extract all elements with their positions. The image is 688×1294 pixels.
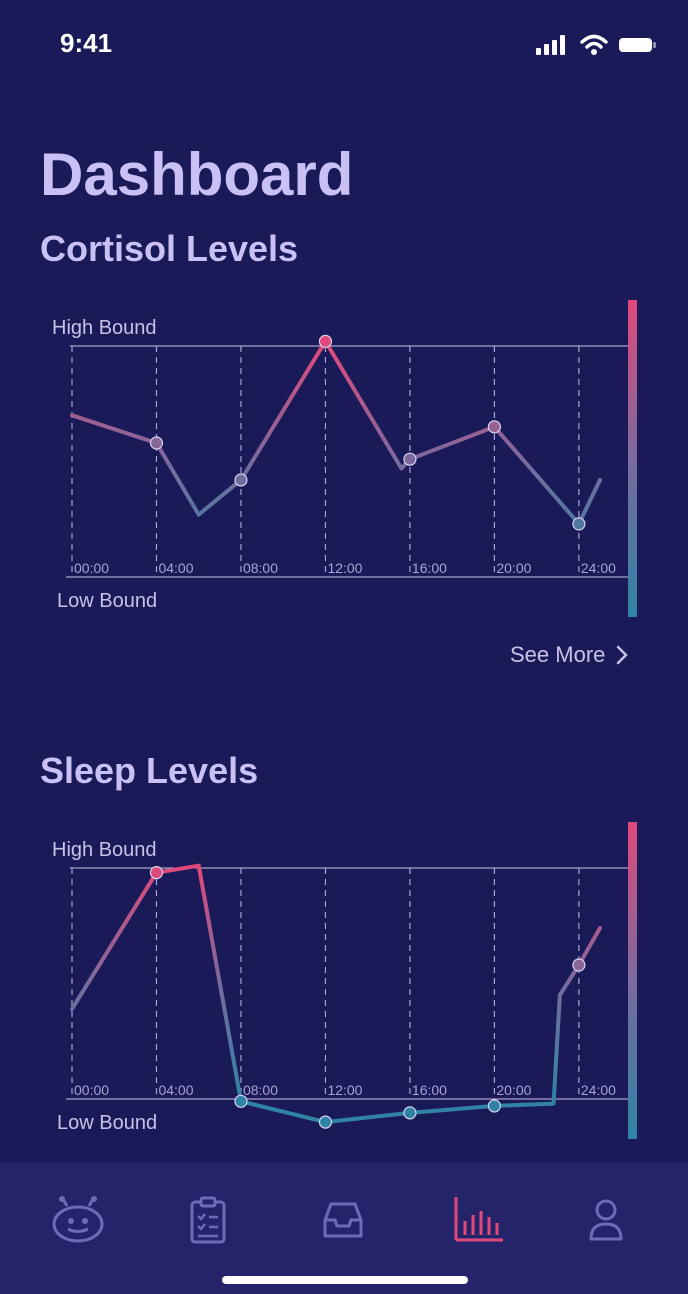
sleep-high-bound-label: High Bound — [52, 839, 157, 861]
cellular-signal-icon — [536, 35, 565, 55]
cortisol-data-point — [487, 420, 501, 434]
cortisol-tick-label: 12:00 — [327, 560, 362, 576]
sleep-data-point — [403, 1106, 417, 1120]
cortisol-tick-label: 20:00 — [496, 560, 531, 576]
tab-analytics[interactable] — [448, 1190, 508, 1250]
cortisol-high-bound-label: High Bound — [52, 317, 157, 339]
see-more-label: See More — [510, 642, 606, 667]
cortisol-color-scale-bar — [628, 300, 637, 617]
sleep-color-scale-bar — [628, 822, 637, 1139]
tab-inbox[interactable] — [313, 1190, 373, 1250]
sleep-title: Sleep Levels — [40, 750, 259, 791]
sleep-data-point — [318, 1115, 333, 1129]
status-icons — [536, 34, 658, 56]
sleep-tick-label: 08:00 — [243, 1082, 278, 1098]
robot-face-icon — [52, 1196, 104, 1243]
status-time: 9:41 — [60, 28, 113, 58]
sleep-data-point — [572, 958, 586, 972]
status-bar: 9:41 — [0, 0, 688, 90]
cortisol-tick-label: 16:00 — [412, 560, 447, 576]
cortisol-series-line — [70, 339, 602, 526]
home-indicator — [222, 1276, 468, 1284]
see-more-button[interactable]: See More — [510, 642, 629, 668]
sleep-chart: 00:00 04:00 08:00 12:00 16:00 20:00 24:00 — [66, 822, 637, 1139]
cortisol-data-point — [318, 334, 333, 348]
sleep-tick-label: 00:00 — [74, 1082, 109, 1098]
sleep-tick-label: 04:00 — [158, 1082, 193, 1098]
sleep-tick-label: 24:00 — [581, 1082, 616, 1098]
cortisol-data-point — [403, 452, 417, 466]
clipboard-checklist-icon — [190, 1196, 226, 1244]
cortisol-chart: 00:00 04:00 08:00 12:00 16:00 20:00 24:00 — [66, 300, 637, 617]
sleep-data-point — [149, 866, 164, 880]
battery-icon — [619, 38, 656, 52]
tab-tasks[interactable] — [178, 1190, 238, 1250]
cortisol-tick-label: 00:00 — [74, 560, 109, 576]
cortisol-low-bound-label: Low Bound — [57, 590, 158, 612]
bar-chart-icon — [454, 1197, 503, 1242]
tab-home[interactable] — [48, 1190, 108, 1250]
tab-profile[interactable] — [576, 1190, 636, 1250]
inbox-tray-icon — [323, 1202, 363, 1238]
cortisol-data-point — [572, 517, 586, 531]
tab-bar — [0, 1162, 688, 1294]
sleep-data-point — [234, 1094, 248, 1108]
sleep-low-bound-label: Low Bound — [57, 1112, 158, 1134]
chevron-right-icon — [617, 645, 629, 665]
cortisol-tick-label: 08:00 — [243, 560, 278, 576]
sleep-tick-label: 12:00 — [327, 1082, 362, 1098]
cortisol-title: Cortisol Levels — [40, 228, 299, 269]
cortisol-tick-label: 04:00 — [158, 560, 193, 576]
sleep-data-point — [487, 1099, 501, 1113]
sleep-tick-label: 16:00 — [412, 1082, 447, 1098]
page-title: Dashboard — [40, 141, 354, 208]
cortisol-data-point — [149, 436, 164, 450]
wifi-icon — [580, 34, 608, 55]
sleep-tick-label: 20:00 — [496, 1082, 531, 1098]
user-profile-icon — [589, 1199, 623, 1241]
cortisol-tick-label: 24:00 — [581, 560, 616, 576]
cortisol-data-point — [234, 473, 248, 487]
